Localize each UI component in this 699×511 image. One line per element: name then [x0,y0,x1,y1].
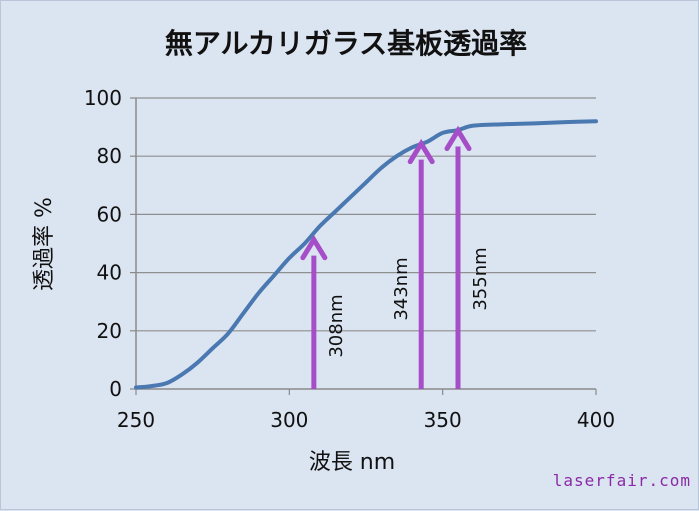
series-line [134,119,598,390]
x-axis-ticks: 250 300 350 400 [117,389,615,432]
grid-lines [135,97,596,390]
annotation-343: 343nm [391,138,435,389]
y-axis-label: 透過率 % [32,197,57,291]
y-tick-label-100: 100 [84,86,122,110]
arrow-head-355 [444,125,472,152]
annotation-label-308: 308nm [326,294,347,357]
annotation-355: 355nm [444,125,491,389]
y-tick-label-20: 20 [97,319,122,343]
x-tick-label-350: 350 [424,408,462,432]
annotation-308: 308nm [300,234,347,389]
arrow-head-308 [300,234,328,261]
y-tick-label-60: 60 [97,202,122,226]
annotation-label-355: 355nm [470,247,491,310]
annotation-label-343: 343nm [391,257,412,320]
y-axis-ticks: 0 20 40 60 80 100 [84,86,136,401]
x-tick-label-400: 400 [577,408,615,432]
y-tick-label-0: 0 [109,377,122,401]
arrow-head-343 [407,138,435,165]
y-tick-label-80: 80 [97,144,122,168]
chart-title: 無アルカリガラス基板透過率 [165,27,527,60]
annotation-arrows: 308nm 343nm 355nm [300,125,491,389]
x-tick-label-250: 250 [117,408,155,432]
x-tick-label-300: 300 [270,408,308,432]
x-axis-label: 波長 nm [309,450,395,475]
watermark-text: laserfair.com [553,471,691,490]
y-tick-label-40: 40 [97,261,122,285]
